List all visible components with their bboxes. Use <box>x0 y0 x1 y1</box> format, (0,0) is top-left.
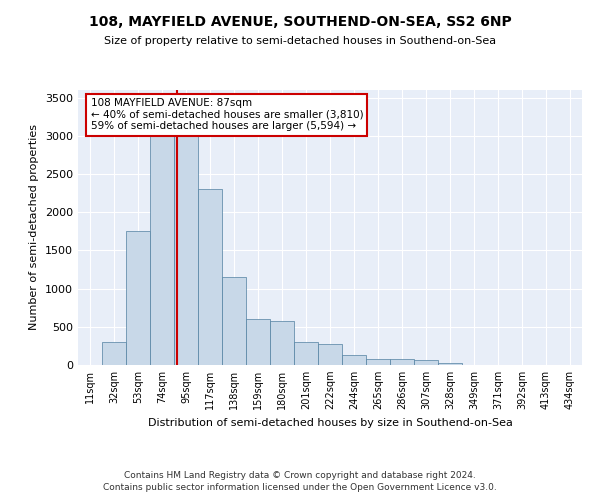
Bar <box>294 342 318 365</box>
Text: 108 MAYFIELD AVENUE: 87sqm
← 40% of semi-detached houses are smaller (3,810)
59%: 108 MAYFIELD AVENUE: 87sqm ← 40% of semi… <box>91 98 363 132</box>
Text: Distribution of semi-detached houses by size in Southend-on-Sea: Distribution of semi-detached houses by … <box>148 418 512 428</box>
Bar <box>438 363 462 365</box>
Bar <box>174 136 198 365</box>
Bar <box>270 320 294 365</box>
Bar <box>126 232 150 365</box>
Bar <box>246 319 270 365</box>
Bar <box>222 277 246 365</box>
Bar <box>366 359 390 365</box>
Text: Contains public sector information licensed under the Open Government Licence v3: Contains public sector information licen… <box>103 483 497 492</box>
Bar <box>390 359 414 365</box>
Text: Contains HM Land Registry data © Crown copyright and database right 2024.: Contains HM Land Registry data © Crown c… <box>124 472 476 480</box>
Bar <box>102 342 126 365</box>
Bar <box>198 190 222 365</box>
Bar <box>414 360 438 365</box>
Bar <box>318 344 342 365</box>
Y-axis label: Number of semi-detached properties: Number of semi-detached properties <box>29 124 40 330</box>
Text: 108, MAYFIELD AVENUE, SOUTHEND-ON-SEA, SS2 6NP: 108, MAYFIELD AVENUE, SOUTHEND-ON-SEA, S… <box>89 16 511 30</box>
Bar <box>150 136 174 365</box>
Bar <box>342 355 366 365</box>
Text: Size of property relative to semi-detached houses in Southend-on-Sea: Size of property relative to semi-detach… <box>104 36 496 46</box>
